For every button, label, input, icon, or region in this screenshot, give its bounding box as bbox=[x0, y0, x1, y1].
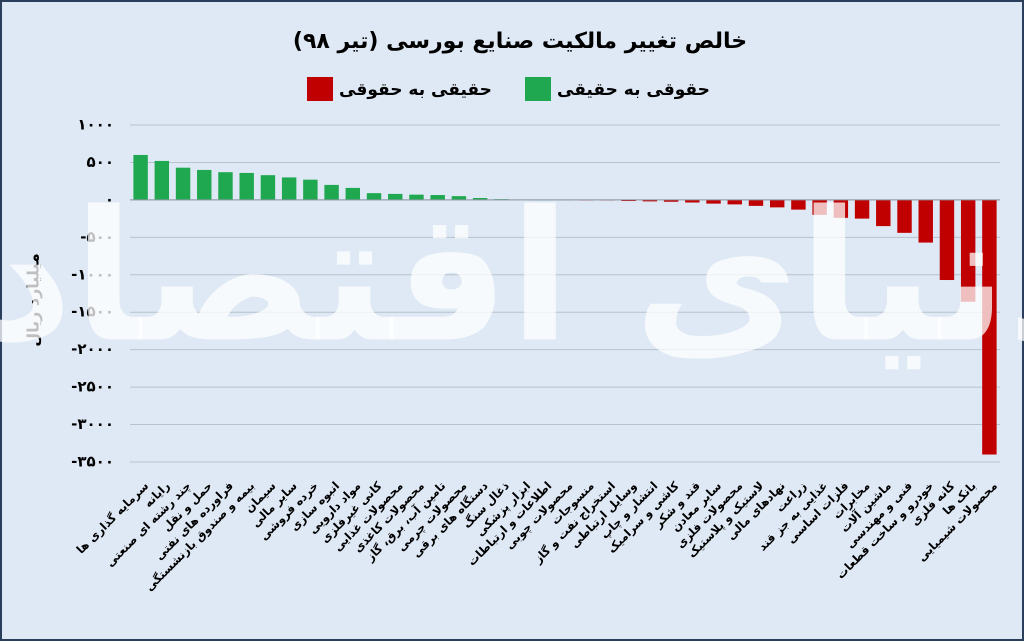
bar bbox=[685, 199, 700, 203]
bar bbox=[239, 172, 254, 200]
y-tick-label: -۲۰۰۰ bbox=[71, 340, 114, 358]
y-tick-label: -۳۵۰۰ bbox=[71, 453, 114, 471]
bar bbox=[897, 199, 912, 233]
legend-label: حقیقی به حقوقی bbox=[339, 80, 492, 100]
bar bbox=[876, 199, 891, 227]
bar bbox=[833, 199, 849, 218]
bar bbox=[918, 199, 933, 243]
legend-label: حقوقی به حقیقی bbox=[557, 80, 710, 100]
y-tick-label: -۱۰۰۰ bbox=[71, 265, 114, 283]
bar bbox=[281, 177, 297, 200]
bar bbox=[324, 184, 339, 200]
bar bbox=[303, 179, 318, 200]
bar bbox=[642, 199, 658, 202]
bar bbox=[706, 199, 721, 204]
y-tick-label: -۵۰۰ bbox=[80, 228, 114, 246]
watermark: دنیای اقتصاد bbox=[0, 173, 1024, 382]
bar bbox=[430, 195, 445, 200]
y-tick-label: -۱۵۰۰ bbox=[71, 303, 114, 321]
bar bbox=[621, 199, 636, 202]
bar bbox=[727, 199, 742, 205]
legend-swatch bbox=[525, 77, 551, 101]
y-tick-label: ۰ bbox=[105, 190, 114, 208]
bar bbox=[366, 193, 382, 200]
bar bbox=[451, 196, 467, 200]
bar bbox=[982, 199, 997, 455]
bar bbox=[345, 187, 361, 200]
legend-swatch bbox=[307, 77, 333, 101]
bar bbox=[133, 154, 148, 200]
y-tick-label: ۱۰۰۰ bbox=[77, 116, 114, 134]
bar bbox=[791, 199, 806, 210]
y-axis-label: میلیارد ریال bbox=[24, 253, 43, 347]
y-tick-label: -۲۵۰۰ bbox=[71, 378, 114, 396]
bar bbox=[260, 175, 276, 200]
bar bbox=[472, 198, 488, 200]
bar bbox=[960, 199, 976, 302]
bar bbox=[748, 199, 764, 206]
bar bbox=[663, 199, 679, 202]
bar bbox=[218, 172, 233, 200]
bar bbox=[175, 167, 191, 200]
chart-title: خالص تغییر مالکیت صنایع بورسی (تیر ۹۸) bbox=[293, 29, 747, 54]
y-tick-label: -۳۰۰۰ bbox=[71, 415, 114, 433]
bar bbox=[409, 194, 424, 200]
bar bbox=[812, 199, 827, 215]
bar bbox=[854, 199, 870, 219]
bar bbox=[197, 169, 212, 200]
bar bbox=[769, 199, 785, 208]
bar bbox=[388, 193, 403, 200]
bar bbox=[154, 160, 170, 200]
y-tick-label: ۵۰۰ bbox=[87, 153, 114, 171]
bar bbox=[939, 199, 955, 281]
